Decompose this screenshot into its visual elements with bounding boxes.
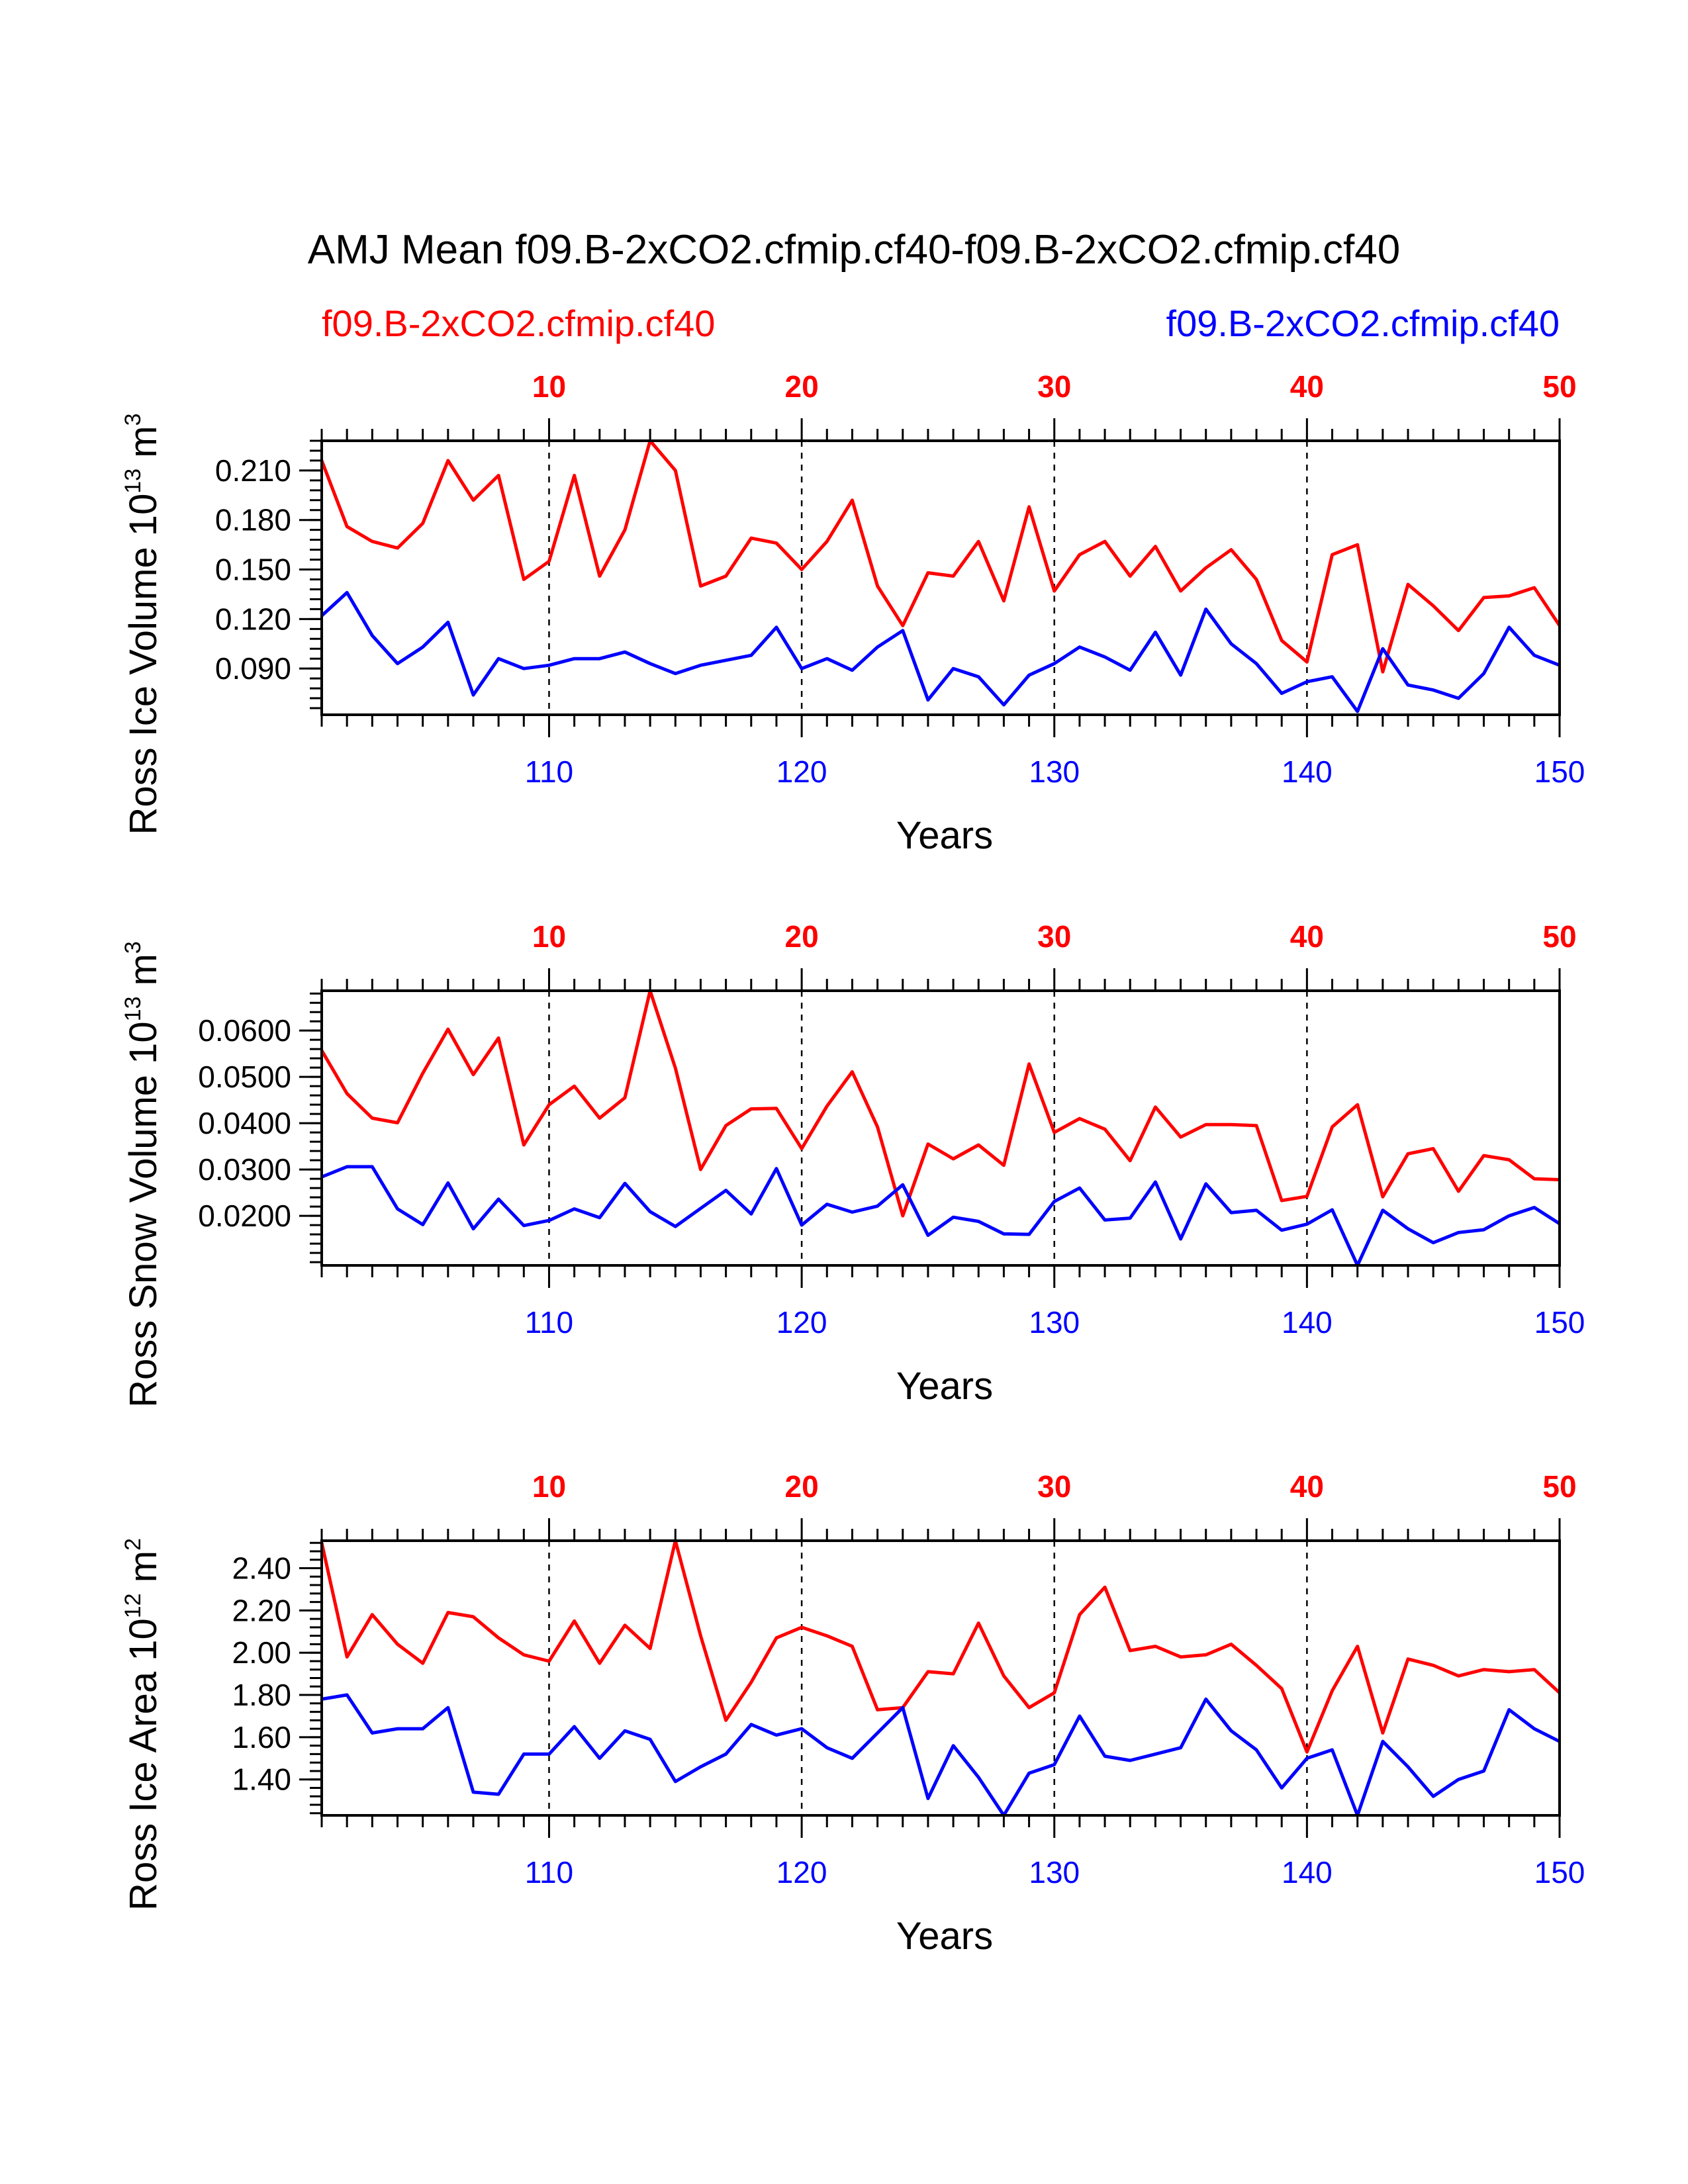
panels: 0.090 0.120 0.150 0.180 0.210 10 20 30 40 50 110 12… (120, 369, 1585, 1958)
top-tick-label: 20 (785, 1469, 819, 1504)
y-tick-label: 1.80 (232, 1678, 291, 1712)
bottom-tick-label: 110 (525, 754, 573, 789)
top-tick-label: 50 (1542, 1469, 1576, 1504)
bottom-tick-label: 150 (1534, 1305, 1585, 1340)
y-axis-label-ylabel: Ross Ice Area 10 (122, 1618, 165, 1911)
plot-frame (320, 989, 1561, 1267)
top-tick-label: 40 (1290, 1469, 1324, 1504)
bottom-tick-label: 140 (1282, 754, 1333, 789)
x-axis-label: Years (896, 1915, 993, 1958)
legend-blue-label: f09.B-2xCO2.cfmip.cf40 (1166, 302, 1560, 344)
y-tick-label: 2.00 (232, 1635, 291, 1670)
panel-snow-volume: 0.0200 0.0300 0.0400 0.0500 0.0600 10 20 30 40 50… (120, 919, 1585, 1408)
top-tick-label: 30 (1037, 919, 1071, 954)
top-tick-label: 50 (1542, 369, 1576, 404)
bottom-tick-label: 120 (776, 754, 827, 789)
top-tick-label: 20 (785, 919, 819, 954)
bottom-tick-label: 120 (776, 1305, 827, 1340)
y-tick-label: 0.210 (215, 453, 291, 488)
y-tick-label: 0.090 (215, 651, 291, 686)
top-tick-label: 10 (532, 919, 566, 954)
series-line-blue (321, 1165, 1561, 1267)
bottom-tick-label: 150 (1534, 754, 1585, 789)
x-axis-label: Years (896, 1365, 993, 1408)
top-tick-label: 10 (532, 369, 566, 404)
y-axis-label-ylabel-exp: 13 (120, 469, 146, 494)
figure-title: AMJ Mean f09.B-2xCO2.cfmip.cf40-f09.B-2x… (308, 227, 1400, 273)
top-tick-label: 30 (1037, 369, 1071, 404)
panel-ice-volume: 0.090 0.120 0.150 0.180 0.210 10 20 30 40 50 110 12… (120, 369, 1585, 857)
y-tick-label: 0.0400 (198, 1106, 291, 1140)
y-tick-label: 0.0300 (198, 1152, 291, 1187)
y-axis-label-ylabel-unit: m (122, 426, 165, 468)
y-tick-label: 1.60 (232, 1720, 291, 1754)
panel-ice-area: 1.40 1.60 1.80 2.00 2.20 2.40 10 20 30 40 50 110 120… (120, 1469, 1585, 1958)
y-axis-label-ylabel-exp: 12 (120, 1593, 146, 1618)
series-line-blue (321, 1693, 1561, 1817)
top-tick-label: 40 (1290, 919, 1324, 954)
bottom-tick-label: 110 (525, 1305, 573, 1340)
bottom-tick-label: 120 (776, 1855, 827, 1889)
top-tick-label: 40 (1290, 369, 1324, 404)
y-tick-label: 2.20 (232, 1593, 291, 1627)
series-line-red (320, 989, 1560, 1218)
bottom-tick-label: 150 (1534, 1855, 1585, 1889)
plot-frame (320, 439, 1561, 716)
y-axis-label-ylabel-unit: m (122, 954, 165, 996)
top-tick-label: 10 (532, 1469, 566, 1504)
y-axis-label-ylabel-unit-exp: 3 (120, 413, 146, 426)
y-tick-label: 2.40 (232, 1551, 291, 1586)
y-axis-label-ylabel-unit-exp: 2 (120, 1538, 146, 1551)
y-tick-label: 0.120 (215, 602, 291, 636)
bottom-tick-label: 130 (1029, 1855, 1080, 1889)
y-axis-label-ylabel-unit: m (122, 1551, 165, 1593)
y-tick-label: 0.0500 (198, 1060, 291, 1094)
top-tick-label: 30 (1037, 1469, 1071, 1504)
y-axis-label-ylabel: Ross Snow Volume 10 (122, 1021, 165, 1408)
top-tick-label: 50 (1542, 919, 1576, 954)
y-axis-label: Ross Snow Volume 1013 m3 (120, 941, 165, 1408)
bottom-tick-label: 130 (1029, 754, 1080, 789)
y-tick-label: 0.180 (215, 503, 291, 537)
top-tick-label: 20 (785, 369, 819, 404)
y-axis-label: Ross Ice Area 1012 m2 (120, 1538, 165, 1911)
series-line-red (320, 1539, 1561, 1754)
y-axis-label-ylabel-unit-exp: 3 (120, 941, 146, 954)
bottom-tick-label: 140 (1282, 1855, 1333, 1889)
y-axis-label-ylabel: Ross Ice Volume 10 (122, 494, 165, 835)
y-axis-label: Ross Ice Volume 1013 m3 (120, 413, 165, 835)
y-axis-label-ylabel-exp: 13 (120, 996, 146, 1021)
series-line-blue (320, 590, 1560, 713)
y-tick-label: 0.0600 (198, 1013, 291, 1048)
x-axis-label: Years (896, 814, 993, 857)
series-line-red (320, 439, 1562, 674)
bottom-tick-label: 130 (1029, 1305, 1080, 1340)
y-tick-label: 0.0200 (198, 1199, 291, 1233)
legend-red-label: f09.B-2xCO2.cfmip.cf40 (322, 302, 715, 344)
y-tick-label: 1.40 (232, 1762, 291, 1797)
y-tick-label: 0.150 (215, 553, 291, 587)
bottom-tick-label: 110 (525, 1855, 573, 1889)
bottom-tick-label: 140 (1282, 1305, 1333, 1340)
